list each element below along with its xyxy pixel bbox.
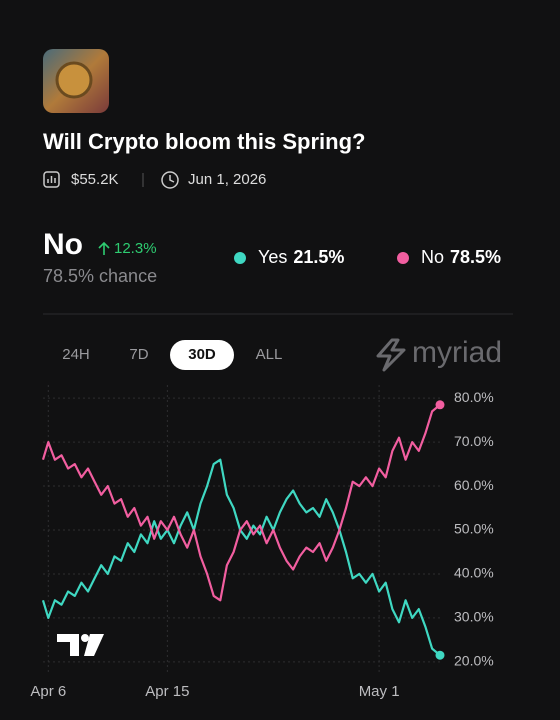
end-date: Jun 1, 2026 — [188, 171, 266, 188]
y-tick-label: 50.0% — [454, 521, 494, 537]
legend-entry: Yes 21.5% — [258, 247, 344, 267]
tab-selected-bg[interactable] — [170, 340, 234, 370]
volume-icon — [43, 171, 60, 188]
chance: 78.5% chance — [43, 266, 157, 286]
series-line — [41, 403, 441, 602]
y-tick-label: 60.0% — [454, 477, 494, 493]
up-arrow — [98, 241, 110, 255]
market-title: Will Crypto bloom this Spring? — [43, 129, 365, 154]
clock-icon — [161, 171, 179, 189]
thumbnail — [43, 49, 109, 113]
y-tick-label: 40.0% — [454, 565, 494, 581]
tab[interactable]: 24H — [62, 346, 90, 363]
volume: $55.2K — [71, 171, 119, 188]
legend-dot — [234, 252, 246, 264]
legend-entry: No 78.5% — [421, 247, 501, 267]
range-tabs: 24H 7D 30D ALL — [62, 340, 282, 370]
chart: 20.0% 30.0% 40.0% 50.0% 60.0% 70.0% 80.0% Apr 6… — [30, 385, 494, 700]
legend: Yes 21.5% No 78.5% — [234, 247, 501, 267]
tab[interactable]: 7D — [129, 346, 148, 363]
legend-value: 78.5% — [450, 247, 501, 267]
legend-name: No — [421, 247, 444, 267]
end-point — [435, 400, 445, 410]
x-tick-label: Apr 6 — [30, 683, 66, 700]
tradingview-logo — [57, 634, 104, 656]
y-tick-label: 80.0% — [454, 389, 494, 405]
y-tick-label: 30.0% — [454, 609, 494, 625]
legend-dot — [397, 252, 409, 264]
y-tick-label: 70.0% — [454, 433, 494, 449]
x-tick-label: May 1 — [359, 683, 400, 700]
brand-logo: myriad — [376, 336, 502, 372]
y-tick-label: 20.0% — [454, 653, 494, 669]
legend-name: Yes — [258, 247, 287, 267]
tab[interactable]: 30D — [188, 346, 216, 363]
brand-name: myriad — [412, 336, 502, 369]
x-tick-label: Apr 15 — [145, 683, 189, 700]
end-point — [435, 650, 445, 660]
legend-value: 21.5% — [293, 247, 344, 267]
tab[interactable]: ALL — [256, 346, 283, 363]
outcome: No — [43, 228, 83, 261]
change: 12.3% — [114, 240, 157, 257]
